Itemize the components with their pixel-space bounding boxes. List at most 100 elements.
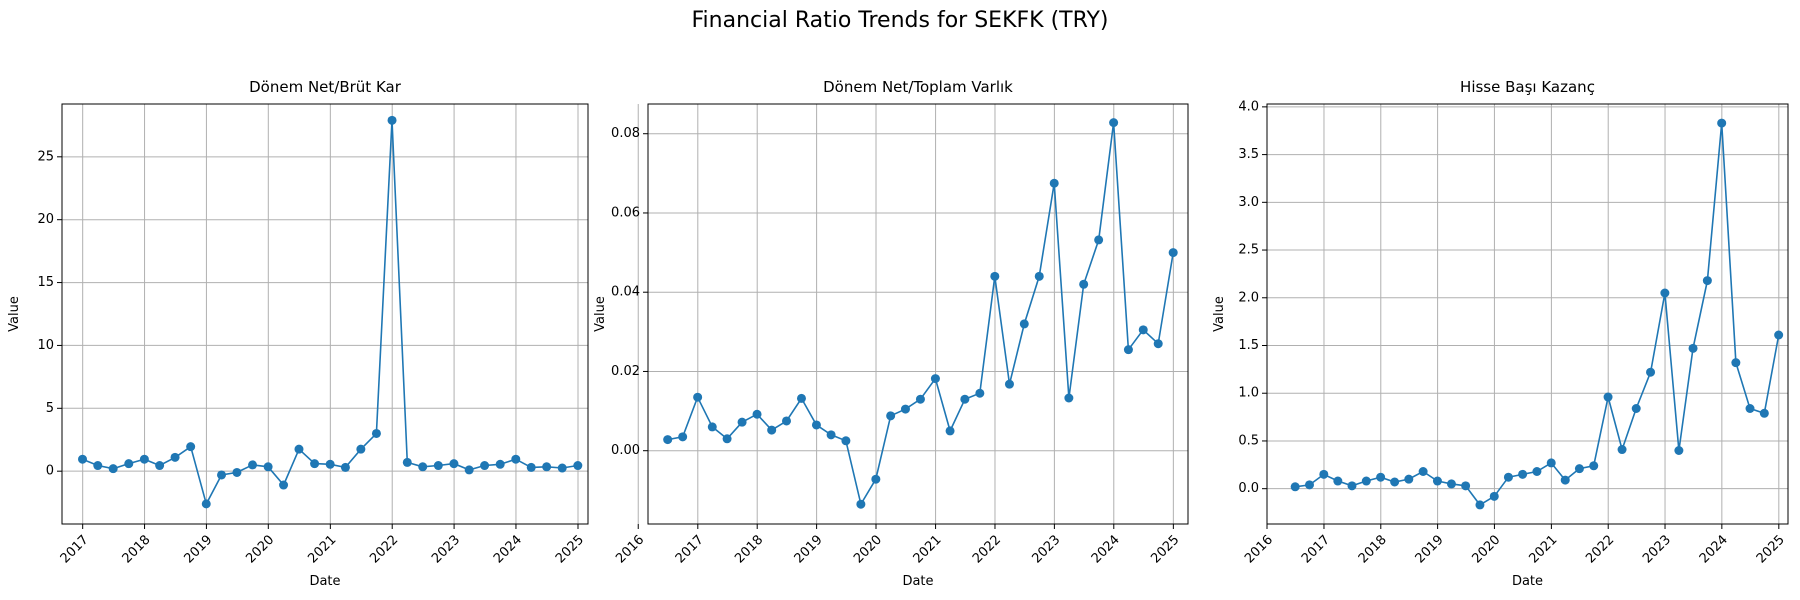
data-point: [1745, 404, 1755, 413]
y-tick-label: 4.0: [1238, 99, 1259, 114]
chart-title: Dönem Net/Brüt Kar: [249, 78, 402, 96]
x-tick-label: 2019: [181, 532, 215, 566]
data-point: [155, 461, 165, 471]
data-point: [1333, 476, 1343, 486]
data-point: [1518, 469, 1528, 479]
chart-panel-1: 2017 2018 2019 2020 2021 2022 2023 2024 20250510…: [7, 78, 589, 589]
data-point: [1461, 481, 1471, 491]
y-tick-label: 10: [37, 338, 54, 353]
data-point: [871, 474, 881, 484]
series-markers: [1290, 118, 1784, 510]
y-tick-label: 2.5: [1238, 243, 1259, 258]
data-point: [1290, 482, 1300, 492]
x-tick-label: 2017: [1299, 532, 1333, 566]
data-point: [232, 467, 242, 477]
x-tick-label: 2022: [367, 532, 401, 566]
data-point: [217, 470, 227, 480]
x-tick-label: 2023: [1640, 532, 1674, 566]
x-tick-label: 2025: [1754, 532, 1788, 566]
data-point: [1674, 446, 1684, 455]
data-point: [1319, 469, 1329, 479]
chart-panel-2: 2016 2017 2018 2019 2020 2021 2022 2023 2024 2025…: [593, 78, 1189, 589]
data-point: [1574, 464, 1584, 474]
data-point: [1019, 319, 1029, 329]
data-point: [371, 428, 381, 438]
y-tick-label: 0.5: [1238, 433, 1259, 448]
data-point: [915, 394, 925, 404]
data-point: [387, 115, 397, 125]
data-point: [1390, 477, 1400, 487]
data-point: [975, 388, 985, 398]
data-point: [139, 454, 149, 464]
data-point: [310, 459, 320, 469]
x-tick-label: 2017: [58, 532, 92, 566]
x-axis-label: Date: [1512, 574, 1543, 589]
y-tick-label: 0.02: [611, 364, 640, 379]
data-point: [707, 422, 717, 432]
data-point: [886, 411, 896, 421]
data-point: [767, 425, 777, 435]
data-point: [1759, 408, 1769, 418]
data-point: [1660, 288, 1670, 298]
data-point: [1774, 330, 1784, 340]
x-tick-label: 2020: [1469, 532, 1503, 566]
data-point: [1049, 178, 1059, 188]
data-point: [1702, 276, 1712, 286]
y-tick-label: 15: [37, 275, 54, 290]
grid: [637, 104, 1188, 524]
x-tick-label: 2016: [613, 532, 647, 566]
y-tick-label: 1.5: [1238, 338, 1259, 353]
y-tick-label: 2.0: [1238, 290, 1259, 305]
data-point: [752, 409, 762, 419]
data-point: [294, 444, 304, 454]
data-point: [1034, 271, 1044, 281]
data-point: [722, 434, 732, 444]
data-point: [826, 430, 836, 440]
x-tick-label: 2020: [851, 532, 885, 566]
y-tick-label: 25: [37, 149, 54, 164]
y-axis-label: Value: [1212, 296, 1227, 332]
data-point: [1138, 325, 1148, 335]
data-point: [737, 417, 747, 427]
data-point: [495, 459, 505, 469]
data-point: [93, 461, 103, 471]
data-point: [1546, 458, 1556, 468]
x-tick-label: 2018: [120, 532, 154, 566]
data-point: [1168, 248, 1178, 258]
y-tick-label: 0.0: [1238, 481, 1259, 496]
data-point: [1376, 472, 1386, 482]
series-markers: [663, 118, 1178, 509]
data-point: [186, 442, 196, 452]
series-line: [667, 122, 1174, 507]
y-tick-label: 3.0: [1238, 195, 1259, 210]
data-point: [796, 393, 806, 403]
y-tick-label: 5: [46, 401, 54, 416]
data-point: [678, 432, 688, 442]
x-tick-label: 2022: [1583, 532, 1617, 566]
y-axis-label: Value: [7, 296, 22, 332]
grid: [1266, 104, 1788, 524]
y-tick-label: 0: [46, 464, 54, 479]
data-point: [1617, 445, 1627, 455]
data-point: [1560, 475, 1570, 485]
x-tick-label: 2024: [491, 532, 525, 566]
x-tick-label: 2024: [1089, 532, 1123, 566]
x-tick-label: 2017: [673, 532, 707, 566]
y-tick-label: 3.5: [1238, 147, 1259, 162]
y-tick-label: 0.00: [611, 443, 640, 458]
data-point: [557, 463, 567, 473]
data-point: [1361, 476, 1371, 486]
data-point: [340, 462, 350, 472]
axes-frame: [647, 103, 1189, 525]
y-axis-label: Value: [593, 296, 608, 332]
data-point: [1304, 480, 1314, 490]
data-point: [1603, 392, 1613, 402]
data-point: [418, 462, 428, 472]
data-point: [464, 465, 474, 475]
y-tick-label: 20: [37, 212, 54, 227]
data-point: [1631, 404, 1641, 413]
data-point: [841, 436, 851, 446]
axes-frame: [1266, 103, 1789, 525]
data-point: [1532, 467, 1542, 476]
